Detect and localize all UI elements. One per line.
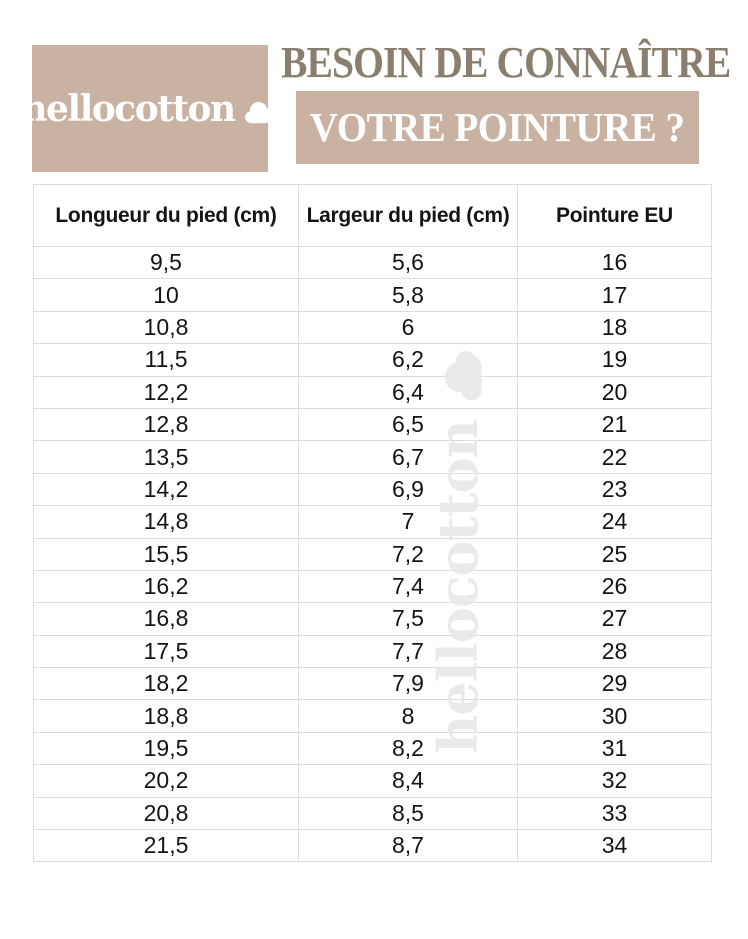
brand-logo-text: hellocotton: [21, 87, 236, 130]
size-conversion-table: Longueur du pied (cm) Largeur du pied (c…: [33, 184, 712, 863]
table-cell: 6,2: [298, 343, 518, 377]
brand-logo-box: hellocotton: [21, 45, 274, 172]
table-cell: 12,2: [33, 375, 299, 409]
table-cell: 6,9: [298, 472, 518, 507]
table-cell: 22: [517, 440, 712, 474]
table-cell: 8,5: [298, 796, 518, 831]
table-cell: 29: [517, 667, 712, 701]
table-cell: 8,7: [298, 829, 518, 863]
table-cell: 20,2: [33, 764, 299, 798]
table-cell: 6,4: [298, 375, 518, 409]
table-cell: 8,4: [298, 764, 518, 798]
table-row: 9,5 5,6 16: [33, 245, 712, 280]
table-cell: 31: [517, 731, 712, 766]
table-cell: 14,8: [33, 505, 299, 539]
table-cell: 9,5: [33, 245, 299, 280]
table-cell: 5,6: [298, 245, 518, 280]
table-cell: 7,9: [298, 667, 518, 701]
table-cell: 5,8: [298, 278, 518, 312]
table-body: 9,5 5,6 16 10 5,8 17 10,8 6 18 11,5 6,2 19 12,2 6,4 20…: [33, 245, 712, 863]
cloud-icon: [244, 101, 274, 123]
table-cell: 18: [517, 310, 712, 345]
table-cell: 20: [517, 375, 712, 409]
table-cell: 14,2: [33, 472, 299, 507]
table-cell: 24: [517, 505, 712, 539]
table-cell: 10: [33, 278, 299, 312]
table-row: 19,5 8,2 31: [33, 731, 712, 766]
table-cell: 21: [517, 407, 712, 442]
table-cell: 21,5: [33, 829, 299, 863]
table-row: 14,8 7 24: [33, 505, 712, 539]
table-row: 17,5 7,7 28: [33, 634, 712, 669]
table-row: 14,2 6,9 23: [33, 472, 712, 507]
table-cell: 6,5: [298, 407, 518, 442]
table-cell: 10,8: [33, 310, 299, 345]
table-cell: 25: [517, 537, 712, 571]
table-cell: 8: [298, 699, 518, 733]
table-row: 16,8 7,5 27: [33, 602, 712, 636]
table-cell: 16,8: [33, 602, 299, 636]
table-cell: 17: [517, 278, 712, 312]
table-cell: 7,5: [298, 602, 518, 636]
table-cell: 30: [517, 699, 712, 733]
table-row: 20,2 8,4 32: [33, 764, 712, 798]
column-header-foot-width: Largeur du pied (cm): [298, 184, 518, 247]
table-cell: 34: [517, 829, 712, 863]
table-cell: 19: [517, 343, 712, 377]
column-header-foot-length: Longueur du pied (cm): [33, 184, 299, 247]
table-cell: 18,2: [33, 667, 299, 701]
table-cell: 7,4: [298, 569, 518, 604]
table-cell: 27: [517, 602, 712, 636]
table-cell: 16: [517, 245, 712, 280]
table-cell: 26: [517, 569, 712, 604]
table-row: 20,8 8,5 33: [33, 796, 712, 831]
table-cell: 32: [517, 764, 712, 798]
table-cell: 33: [517, 796, 712, 831]
table-row: 12,8 6,5 21: [33, 407, 712, 442]
table-header-row: Longueur du pied (cm) Largeur du pied (c…: [33, 184, 712, 247]
table-row: 18,2 7,9 29: [33, 667, 712, 701]
table-row: 18,8 8 30: [33, 699, 712, 733]
table-cell: 17,5: [33, 634, 299, 669]
table-cell: 16,2: [33, 569, 299, 604]
table-row: 21,5 8,7 34: [33, 829, 712, 863]
table-cell: 18,8: [33, 699, 299, 733]
table-cell: 12,8: [33, 407, 299, 442]
table-cell: 7,7: [298, 634, 518, 669]
table-cell: 15,5: [33, 537, 299, 571]
table-cell: 11,5: [33, 343, 299, 377]
table-cell: 6,7: [298, 440, 518, 474]
table-row: 12,2 6,4 20: [33, 375, 712, 409]
page-title-line1: BESOIN DE CONNAÎTRE: [281, 38, 731, 87]
table-row: 13,5 6,7 22: [33, 440, 712, 474]
table-cell: 7: [298, 505, 518, 539]
table-header: Longueur du pied (cm) Largeur du pied (c…: [33, 184, 712, 247]
table-cell: 28: [517, 634, 712, 669]
page-title-banner: VOTRE POINTURE ?: [296, 91, 699, 164]
table-row: 10 5,8 17: [33, 278, 712, 312]
table-cell: 8,2: [298, 731, 518, 766]
page-title-line2: VOTRE POINTURE ?: [310, 104, 685, 150]
table-row: 11,5 6,2 19: [33, 343, 712, 377]
table-cell: 20,8: [33, 796, 299, 831]
table-cell: 13,5: [33, 440, 299, 474]
table-cell: 19,5: [33, 731, 299, 766]
table-cell: 23: [517, 472, 712, 507]
table-cell: 7,2: [298, 537, 518, 571]
table-row: 10,8 6 18: [33, 310, 712, 345]
table-row: 15,5 7,2 25: [33, 537, 712, 571]
column-header-eu-size: Pointure EU: [517, 184, 712, 247]
table-row: 16,2 7,4 26: [33, 569, 712, 604]
table-cell: 6: [298, 310, 518, 345]
